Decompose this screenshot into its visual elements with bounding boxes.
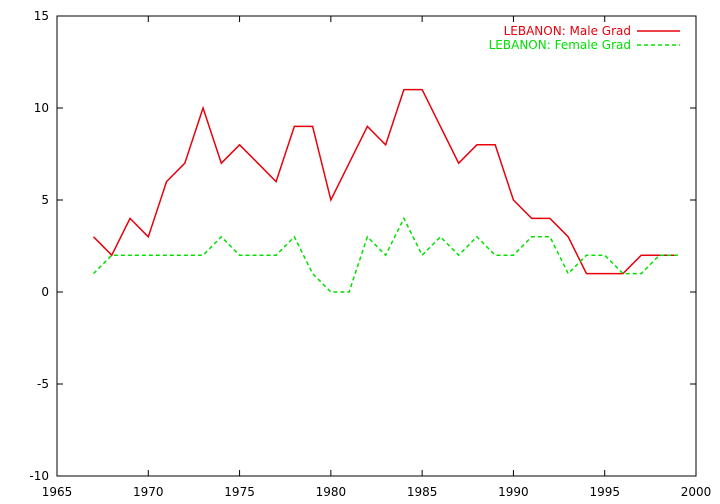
y-tick-label: 15 xyxy=(34,9,49,23)
x-tick-label: 1990 xyxy=(498,485,529,499)
y-tick-label: 0 xyxy=(41,285,49,299)
y-tick-label: -5 xyxy=(37,377,49,391)
x-tick-label: 1985 xyxy=(407,485,438,499)
y-tick-label: -10 xyxy=(29,469,49,483)
legend-label: LEBANON: Male Grad xyxy=(504,24,631,38)
x-tick-labels: 1965 1970 1975 1980 1985 1990 1995 2000 xyxy=(42,485,712,499)
x-tick-label: 1975 xyxy=(224,485,255,499)
x-tick-label: 1980 xyxy=(316,485,347,499)
x-tick-label: 1995 xyxy=(589,485,620,499)
x-tick-label: 1965 xyxy=(42,485,73,499)
x-tick-label: 1970 xyxy=(133,485,164,499)
y-tick-label: 5 xyxy=(41,193,49,207)
y-tick-label: 10 xyxy=(34,101,49,115)
series-line-female-grad xyxy=(92,216,678,293)
legend-label: LEBANON: Female Grad xyxy=(489,38,631,52)
axis-ticks xyxy=(56,15,697,477)
plot-frame xyxy=(56,15,697,477)
x-tick-label: 2000 xyxy=(681,485,712,499)
series-layer xyxy=(92,88,678,293)
y-tick-labels: -10 -5 0 5 10 15 xyxy=(29,9,49,483)
series-line-male-grad xyxy=(92,88,678,275)
